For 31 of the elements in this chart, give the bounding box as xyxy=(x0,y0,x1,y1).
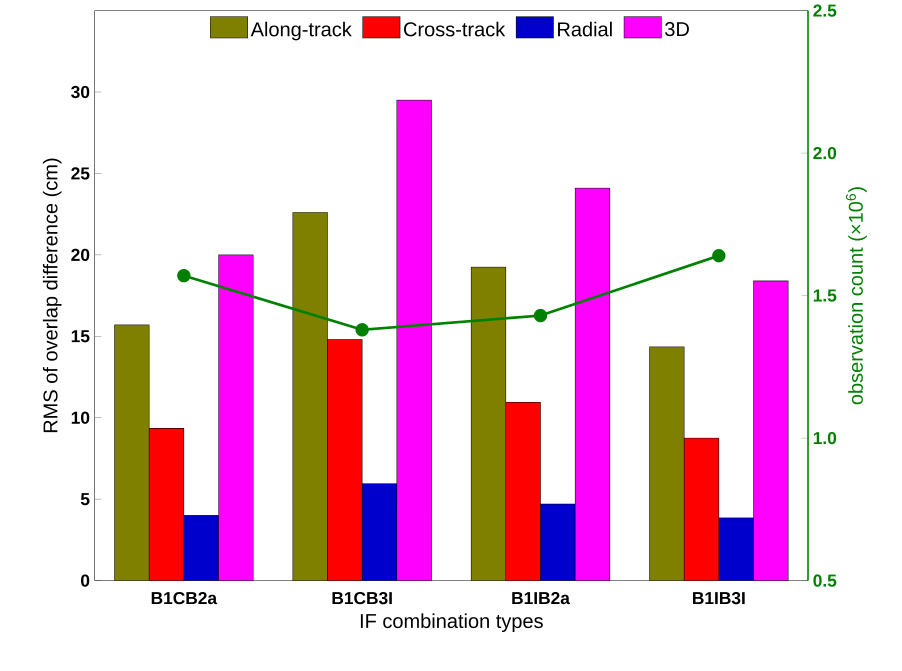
y-tick-label: 30 xyxy=(71,86,90,98)
y-tick-label: 15 xyxy=(72,330,90,343)
y2-tick-label: 2.5 xyxy=(813,4,836,17)
legend-label: Along-track xyxy=(250,22,352,41)
y2-tick-label: 0.5 xyxy=(813,574,836,587)
bar xyxy=(396,100,432,581)
legend-label: Radial xyxy=(558,22,612,37)
point xyxy=(712,249,726,263)
y-tick-label: 20 xyxy=(71,248,90,262)
x-tick-label: B1CB3I xyxy=(332,592,392,604)
point xyxy=(534,309,548,322)
legend-label: 3D xyxy=(665,22,689,36)
y2-axis-title: observation count (×10$^{6}$) xyxy=(846,187,867,405)
legend-label: Cross-track xyxy=(404,22,506,37)
bar xyxy=(753,280,788,581)
bar xyxy=(218,255,254,581)
y-tick-label: 0 xyxy=(81,574,90,587)
y-tick-label: 5 xyxy=(80,493,90,506)
y2-tick-label: 2.0 xyxy=(813,147,836,160)
y2-tick-label: 1.0 xyxy=(814,432,836,444)
bar xyxy=(575,188,610,581)
x-tick-label: B1IB2a xyxy=(512,592,570,604)
x-tick-label: B1CB2a xyxy=(152,592,218,604)
y-axis-title: RMS of overlap difference (cm) xyxy=(42,158,62,432)
y-tick-label: 25 xyxy=(71,168,90,180)
x-axis-title: IF combination types xyxy=(360,614,543,632)
y-tick-label: 10 xyxy=(72,412,90,424)
point xyxy=(356,323,369,337)
x-tick-label: B1IB3I xyxy=(693,592,745,604)
point xyxy=(177,269,191,282)
y2-tick-label: 1.5 xyxy=(814,290,836,302)
